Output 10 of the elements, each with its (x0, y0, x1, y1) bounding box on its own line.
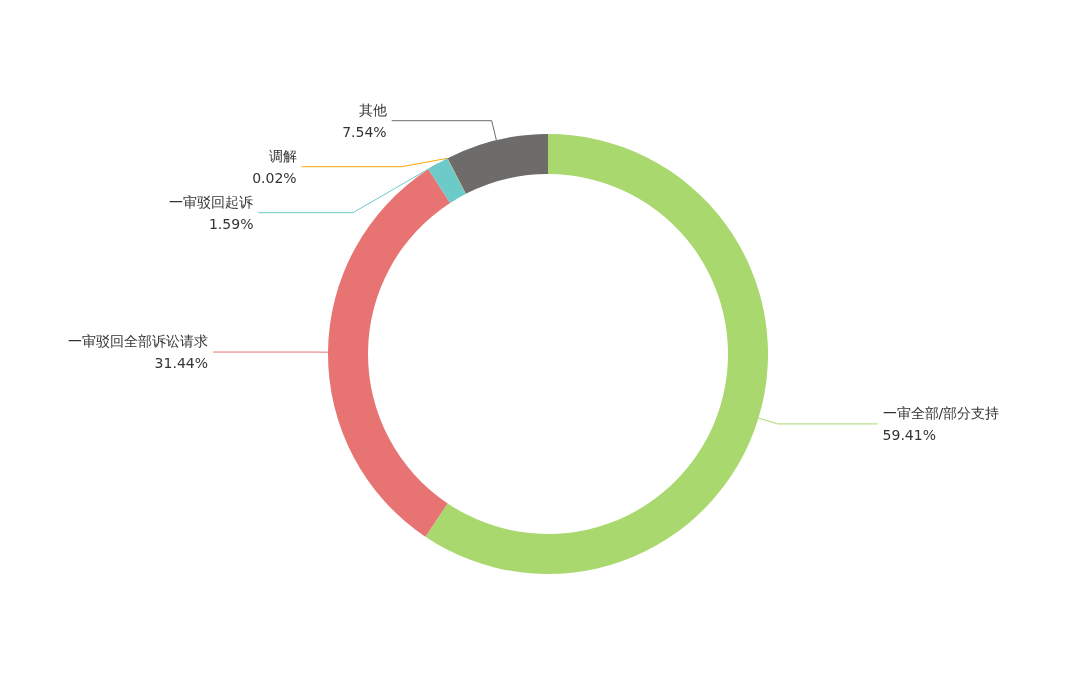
data-label: 0.02% (252, 169, 297, 186)
slice-label: 一审驳回全部诉讼请求 (68, 333, 209, 350)
slice-label: 调解 (268, 147, 297, 164)
data-label: 1.59% (208, 215, 254, 232)
data-label: 7.54% (342, 123, 387, 140)
slice-label: 一审全部/部分支持 (882, 404, 1000, 421)
slice-label: 一审驳回起诉 (169, 193, 254, 210)
data-label: 59.41% (882, 426, 936, 443)
data-label: 31.44% (154, 355, 209, 372)
slice-label: 其他 (358, 101, 387, 118)
